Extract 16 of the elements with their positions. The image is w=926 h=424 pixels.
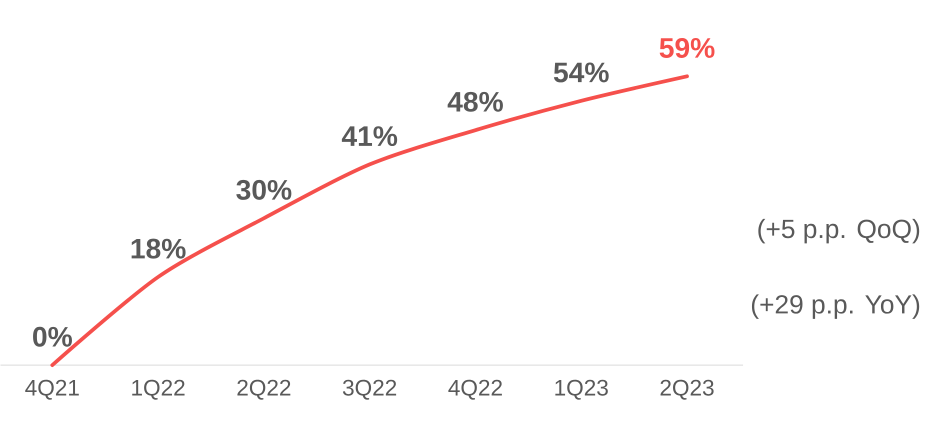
data-label: 48% [448, 92, 503, 112]
data-label: 41% [342, 126, 398, 146]
x-tick-label: 2Q23 [660, 380, 714, 400]
data-label: 30% [236, 180, 292, 200]
x-tick-label: 4Q22 [448, 380, 502, 400]
x-tick-label: 2Q22 [237, 380, 290, 400]
x-tick-label: 1Q22 [132, 380, 185, 400]
x-tick-label: 4Q21 [25, 380, 79, 400]
data-label: 54% [554, 62, 609, 83]
text: (+5 p.p. QoQ) [758, 219, 920, 244]
text: (+29 p.p. YoY) [752, 294, 920, 320]
x-tick-label: 1Q23 [555, 380, 608, 400]
data-label: 18% [132, 238, 186, 259]
data-label: 59% [660, 38, 714, 58]
data-label: 0% [33, 326, 72, 347]
x-tick-label: 3Q22 [342, 380, 396, 400]
